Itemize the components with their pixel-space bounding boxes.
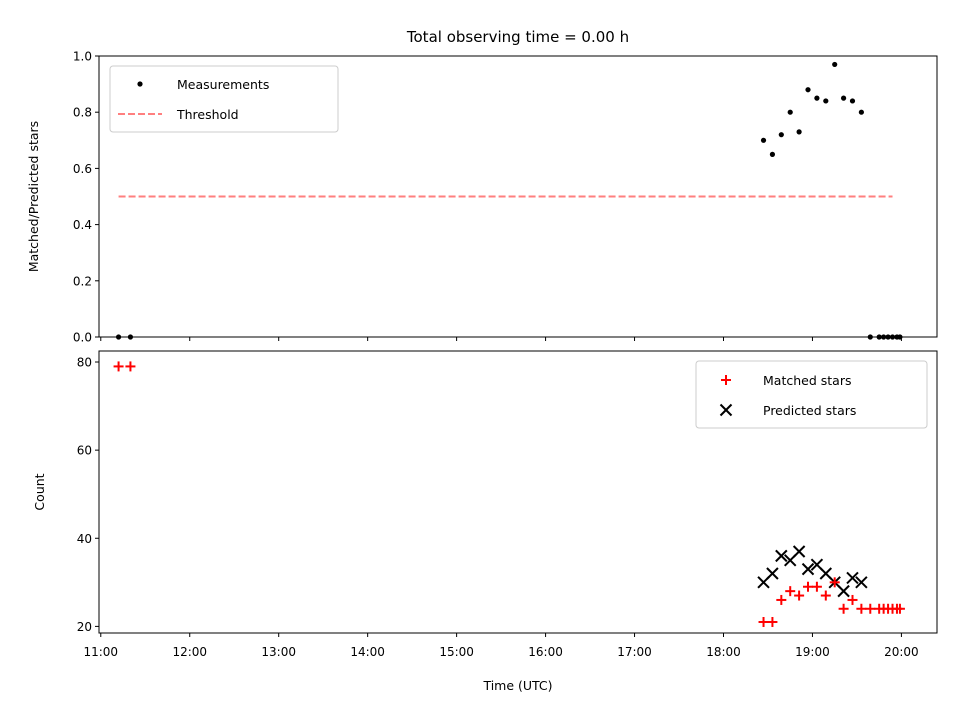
predicted-point [846, 571, 859, 585]
predicted-point [837, 584, 850, 598]
legend-matched-marker [721, 375, 731, 385]
matched-point [894, 603, 905, 614]
predicted-point-b [792, 545, 806, 558]
matched-point [776, 594, 787, 605]
y-tick-label: 0.8 [73, 106, 92, 120]
y-tick-label: 40 [77, 532, 92, 546]
predicted-point-b [846, 571, 859, 585]
x-tick-label: 13:00 [261, 645, 296, 659]
x-tick-label: 15:00 [439, 645, 474, 659]
predicted-point-b [766, 567, 779, 580]
bottom-legend-box [695, 360, 928, 429]
bottom-panel: 20 40 60 80 11:00 12:00 13:00 14:00 15:00 16:00 17… [32, 350, 938, 693]
x-tick-label: 14:00 [350, 645, 385, 659]
legend-predicted-marker [719, 403, 733, 417]
x-tick-label: 11:00 [83, 645, 118, 659]
measurement-point [796, 129, 802, 135]
measurement-point [787, 109, 793, 115]
bottom-y-axis-label: Count [32, 473, 47, 510]
legend-predicted-label: Predicted stars [763, 403, 856, 418]
predicted-point-b [810, 558, 824, 571]
matched-point [794, 590, 805, 601]
legend-predicted-marker-b [719, 403, 733, 417]
predicted-point [775, 549, 788, 563]
y-tick-label: 0.2 [73, 274, 92, 288]
matched-point [803, 581, 814, 592]
matched-point [125, 361, 136, 372]
matched-point [878, 603, 889, 614]
predicted-point-b [837, 584, 850, 598]
matched-point [838, 603, 849, 614]
matched-point [767, 616, 778, 627]
x-tick-label: 16:00 [528, 645, 563, 659]
predicted-point [855, 576, 868, 589]
bottom-axes-frame [98, 350, 938, 634]
matched-point [865, 603, 876, 614]
x-tick-label: 20:00 [884, 645, 919, 659]
x-tick-label: 17:00 [617, 645, 652, 659]
measurement-point [849, 98, 856, 104]
measurement-point [769, 151, 776, 157]
measurement-point [840, 95, 847, 101]
matched-point [856, 603, 867, 614]
predicted-point-b [775, 549, 788, 563]
matched-point [811, 581, 822, 592]
top-legend-box [109, 65, 339, 133]
y-tick-label: 80 [77, 356, 92, 370]
legend-measurements-label: Measurements [177, 77, 269, 92]
chart-title: Total observing time = 0.00 h [406, 28, 629, 46]
legend-matched-label: Matched stars [763, 373, 851, 388]
top-y-axis-label: Matched/Predicted stars [26, 121, 41, 272]
x-tick-label: 18:00 [706, 645, 741, 659]
legend-measurements-marker [137, 81, 143, 87]
top-axes-frame [98, 55, 938, 338]
y-tick-label: 20 [77, 620, 92, 634]
x-axis-label: Time (UTC) [482, 678, 552, 693]
matched-point [113, 361, 124, 372]
matched-point [785, 586, 796, 597]
measurement-point [805, 87, 811, 93]
y-tick-label: 0.4 [73, 218, 92, 232]
matched-point [847, 594, 858, 605]
y-tick-label: 60 [77, 444, 92, 458]
measurement-point [760, 137, 767, 143]
y-tick-label: 1.0 [73, 50, 92, 64]
matched-point [758, 616, 769, 627]
y-tick-label: 0.6 [73, 162, 92, 176]
top-panel: 0.0 0.2 0.4 0.6 0.8 1.0 Matched/Predicted star… [26, 50, 938, 345]
measurement-point [814, 95, 820, 101]
predicted-point [801, 562, 815, 576]
measurement-point [823, 98, 829, 104]
predicted-point [792, 545, 806, 558]
measurement-point [778, 132, 784, 138]
x-tick-label: 12:00 [172, 645, 207, 659]
predicted-point [766, 567, 779, 580]
measurement-point [832, 61, 838, 68]
legend-threshold-label: Threshold [176, 107, 239, 122]
matched-point [829, 577, 840, 588]
predicted-point-b [801, 562, 815, 576]
predicted-point-b [819, 567, 833, 580]
predicted-point-b [855, 576, 868, 589]
y-tick-label: 0.0 [73, 331, 92, 345]
x-tick-label: 19:00 [795, 645, 830, 659]
measurement-point [858, 109, 864, 115]
matched-point [820, 590, 831, 601]
